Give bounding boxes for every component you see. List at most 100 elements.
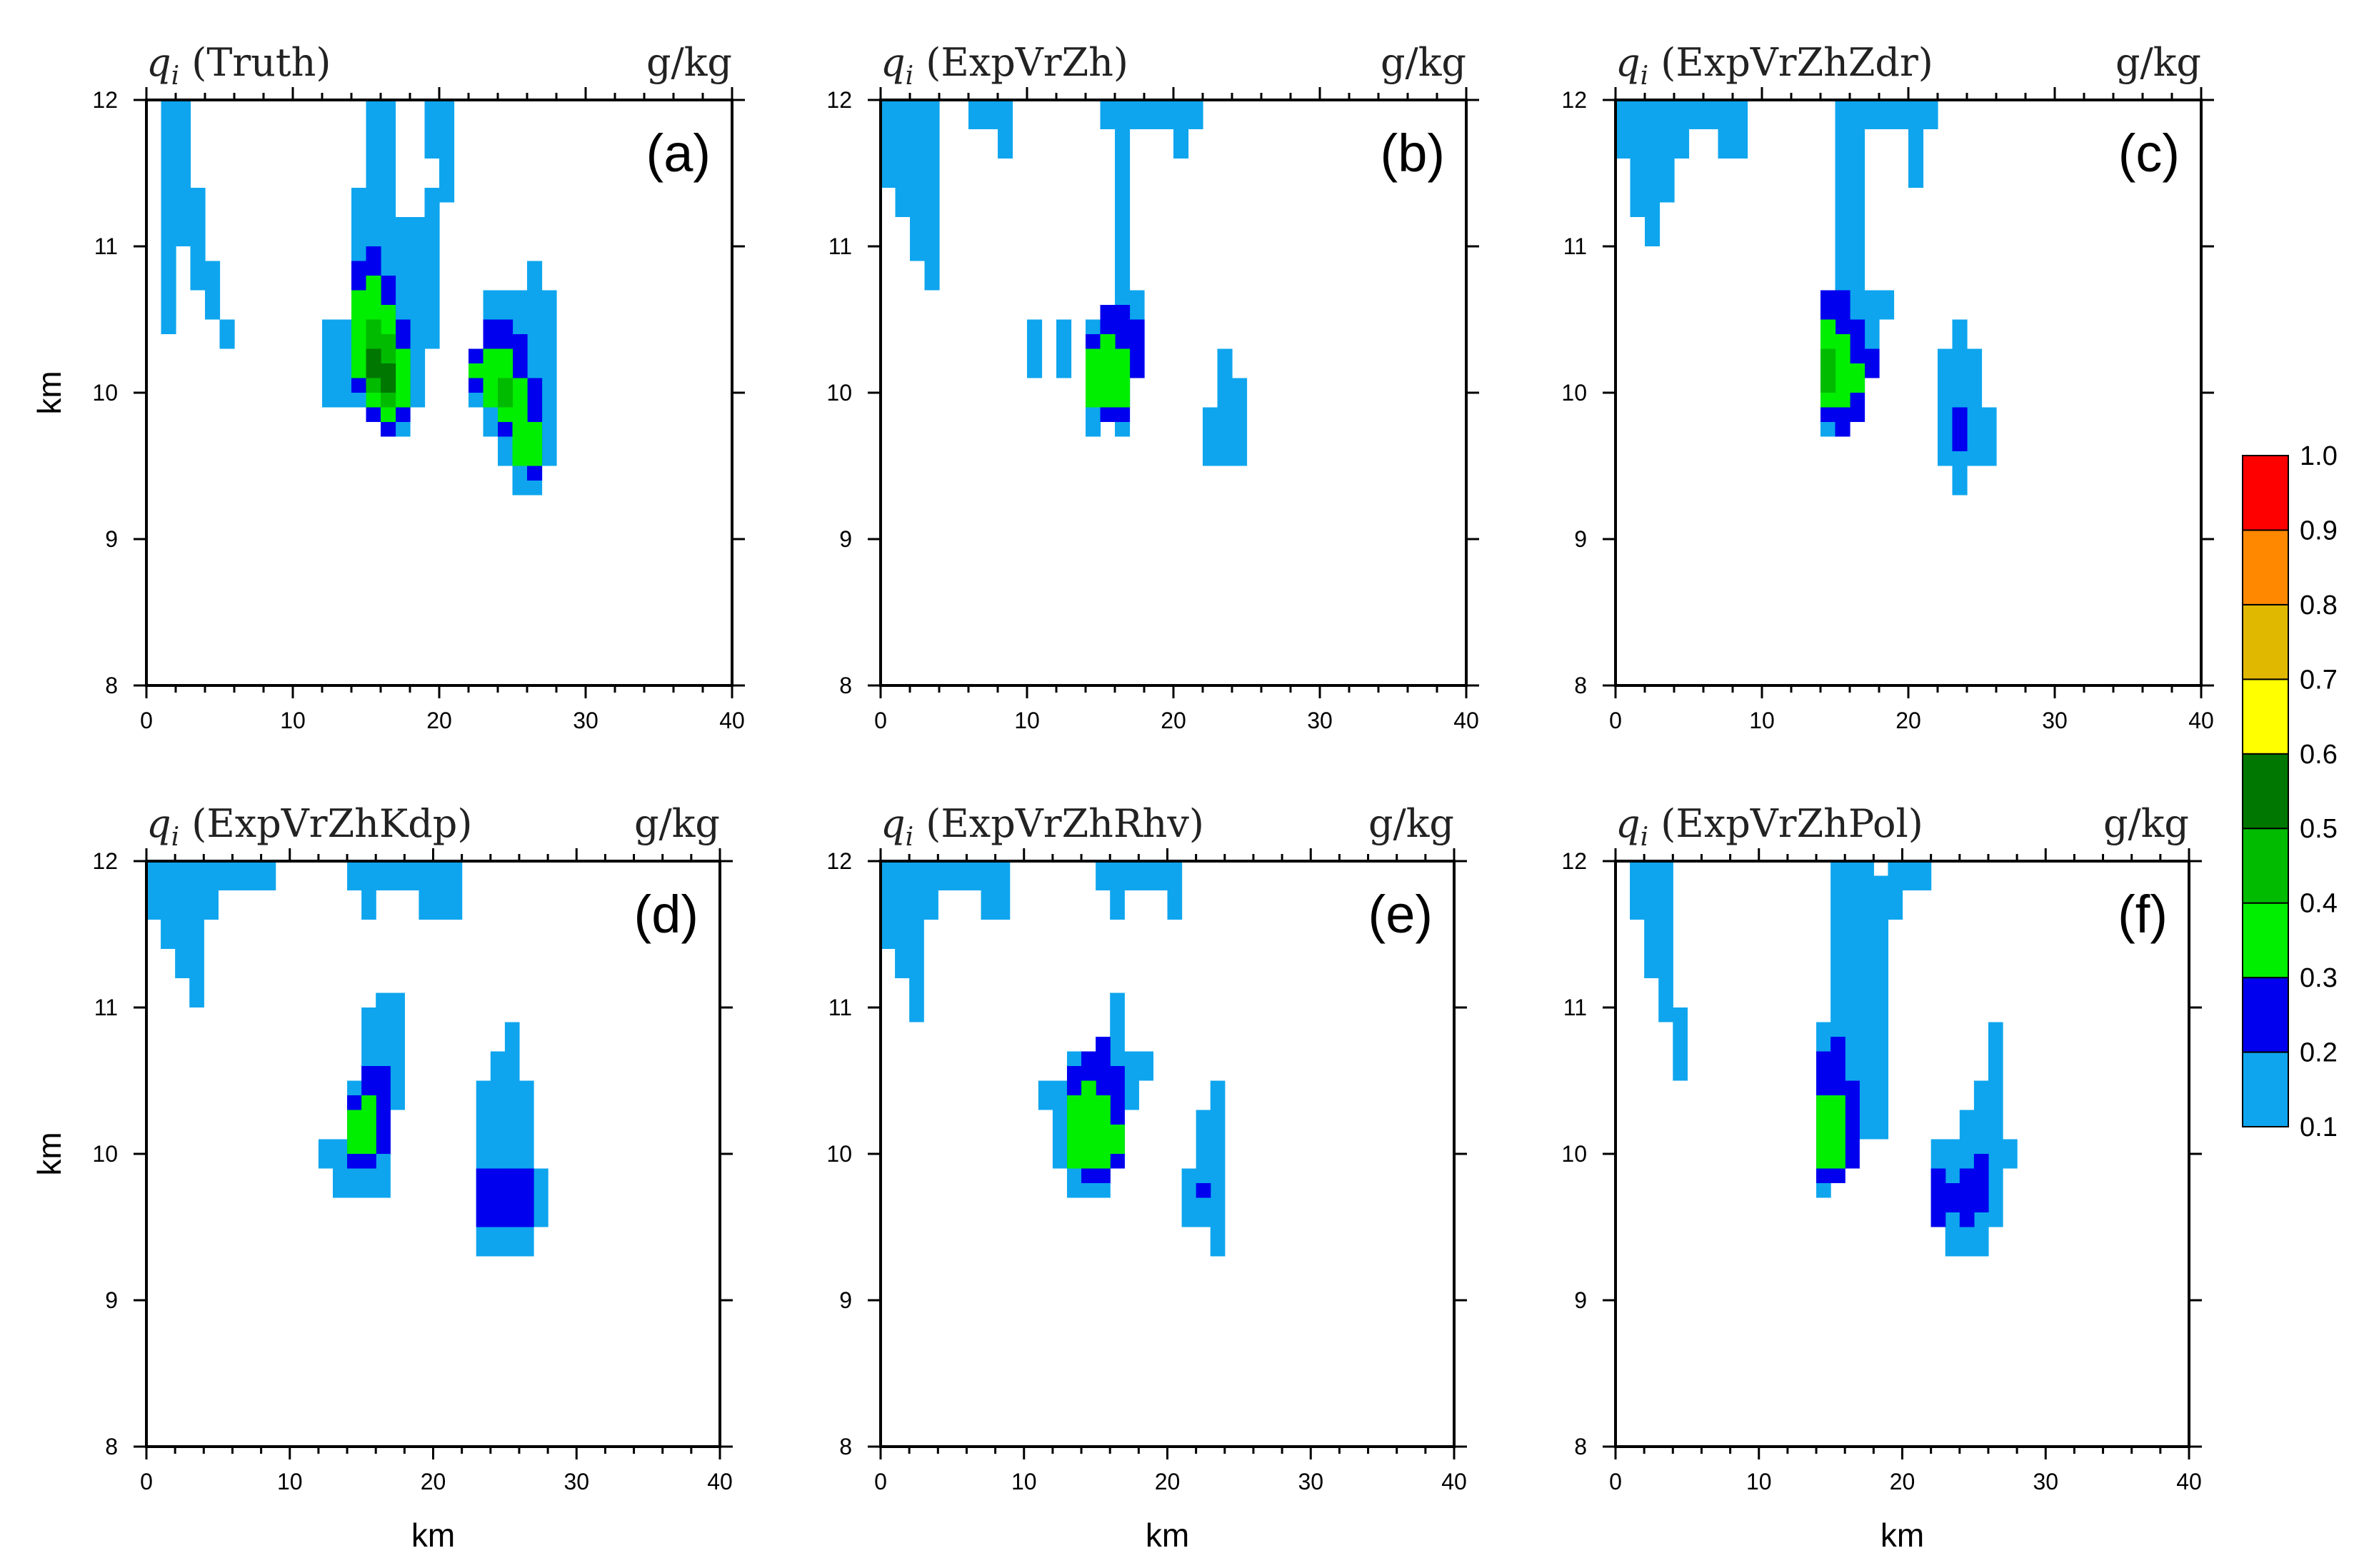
heatmap-cell <box>1845 1080 1860 1169</box>
panel-letter: (d) <box>634 885 698 944</box>
heatmap-cell <box>419 861 434 920</box>
heatmap-cell <box>1938 348 1953 466</box>
heatmap-cell <box>1188 100 1203 129</box>
heatmap-cell <box>1056 319 1072 378</box>
heatmap-cell <box>1153 861 1168 890</box>
heatmap-cell <box>351 290 367 378</box>
colorbar-segment <box>2242 529 2289 605</box>
colorbar-label: 1.0 <box>2300 441 2338 471</box>
panel-4: 0 10 20 30 40 8 9 10 11 12 qi (ExpVrZhKdp) g/kg (d) k… <box>31 801 733 1554</box>
y-tick-label: 9 <box>839 526 852 552</box>
y-tick-label: 8 <box>839 673 852 698</box>
heatmap-cell <box>1873 875 1889 1140</box>
colorbar-label: 0.4 <box>2300 889 2338 919</box>
heatmap-cell <box>439 100 455 203</box>
heatmap-cell <box>1916 861 1932 890</box>
heatmap-cell <box>952 861 968 890</box>
heatmap-cell <box>205 261 221 320</box>
heatmap-cell <box>1173 100 1189 159</box>
x-axis-label: km <box>1146 1517 1189 1554</box>
panel-unit: g/kg <box>634 801 720 846</box>
y-tick-label: 11 <box>1563 233 1587 259</box>
heatmap-cell <box>1158 100 1174 129</box>
heatmap-cell <box>923 861 938 920</box>
heatmap-cell <box>983 100 998 129</box>
heatmap-cell <box>1217 348 1233 466</box>
heatmap-cell <box>1830 861 1845 1052</box>
y-axis-label: km <box>31 371 68 414</box>
y-tick-label: 10 <box>92 380 118 406</box>
heatmap-cell <box>218 861 234 890</box>
panel-letter: (c) <box>2118 124 2180 183</box>
heatmap-cell <box>1124 861 1139 890</box>
colorbar-label: 0.7 <box>2300 665 2338 695</box>
plot-frame <box>145 860 721 1448</box>
heatmap-cell <box>968 100 984 129</box>
heatmap-cell <box>390 992 405 1110</box>
y-tick-label: 8 <box>1574 673 1587 698</box>
heatmap-cell <box>1973 1154 1989 1212</box>
x-tick-label: 20 <box>1161 708 1186 733</box>
heatmap-cell <box>1110 1125 1125 1154</box>
heatmap-cell <box>1908 100 1924 188</box>
heatmap-cell <box>219 319 235 349</box>
heatmap-cell <box>1930 1168 1946 1227</box>
heatmap-cell <box>161 246 176 334</box>
heatmap-cell <box>190 261 206 291</box>
heatmap-cell <box>1981 407 1997 466</box>
x-tick-label: 10 <box>277 1469 303 1494</box>
heatmap-cell <box>190 188 206 261</box>
heatmap-cell <box>1923 100 1938 129</box>
colorbar-label: 0.6 <box>2300 740 2338 770</box>
y-tick-label: 10 <box>1561 380 1587 406</box>
heatmap-cell <box>175 861 190 978</box>
y-tick-label: 8 <box>105 1434 118 1459</box>
heatmap-cell <box>1658 861 1673 1022</box>
x-tick-label: 30 <box>2033 1469 2058 1494</box>
heatmap-cell <box>490 1168 506 1227</box>
heatmap-cell <box>1232 378 1248 466</box>
heatmap-cell <box>527 422 543 466</box>
panel-title: qi (ExpVrZhRhv) <box>881 801 1204 852</box>
heatmap-cell <box>1144 100 1160 129</box>
x-tick-label: 40 <box>1453 708 1479 733</box>
heatmap-cell <box>1027 319 1043 378</box>
heatmap-cell <box>232 861 248 890</box>
heatmap-cell <box>1988 1022 2003 1227</box>
heatmap-cell <box>176 188 191 246</box>
heatmap-cell <box>1845 861 1860 1110</box>
x-tick-label: 30 <box>564 1469 589 1494</box>
x-axis-label: km <box>1880 1517 1924 1554</box>
heatmap-cell <box>534 1168 549 1227</box>
heatmap-cell <box>1138 861 1154 890</box>
heatmap-cell <box>2003 1139 2018 1169</box>
panel-title: qi (ExpVrZhZdr) <box>1616 40 1933 91</box>
heatmap-cell <box>512 378 528 466</box>
heatmap-cell <box>541 290 557 466</box>
y-tick-label: 8 <box>105 673 118 698</box>
heatmap-cell <box>261 861 276 890</box>
y-tick-label: 10 <box>1561 1141 1587 1167</box>
colorbar-label: 0.5 <box>2300 814 2338 844</box>
y-tick-label: 11 <box>94 995 118 1020</box>
heatmap-cell <box>1902 861 1918 890</box>
colorbar-label: 0.1 <box>2300 1112 2338 1142</box>
x-tick-label: 30 <box>1298 1469 1323 1494</box>
heatmap-cell <box>1835 334 1850 408</box>
colorbar-segment <box>2242 828 2289 904</box>
heatmap-cell <box>1820 348 1836 393</box>
heatmap-cell <box>1850 363 1865 393</box>
heatmap-cell <box>981 861 996 920</box>
heatmap-cell <box>1644 861 1659 978</box>
plot-frame <box>879 860 1456 1448</box>
heatmap-cell <box>1879 290 1895 320</box>
heatmap-cell <box>376 1066 391 1154</box>
heatmap-cell <box>1181 1168 1197 1227</box>
x-tick-label: 30 <box>1307 708 1333 733</box>
colorbar-label: 0.9 <box>2300 516 2338 546</box>
x-tick-label: 40 <box>719 708 745 733</box>
heatmap-cell <box>1888 861 1903 920</box>
x-tick-label: 20 <box>1895 708 1921 733</box>
colorbar-segment <box>2242 902 2289 979</box>
